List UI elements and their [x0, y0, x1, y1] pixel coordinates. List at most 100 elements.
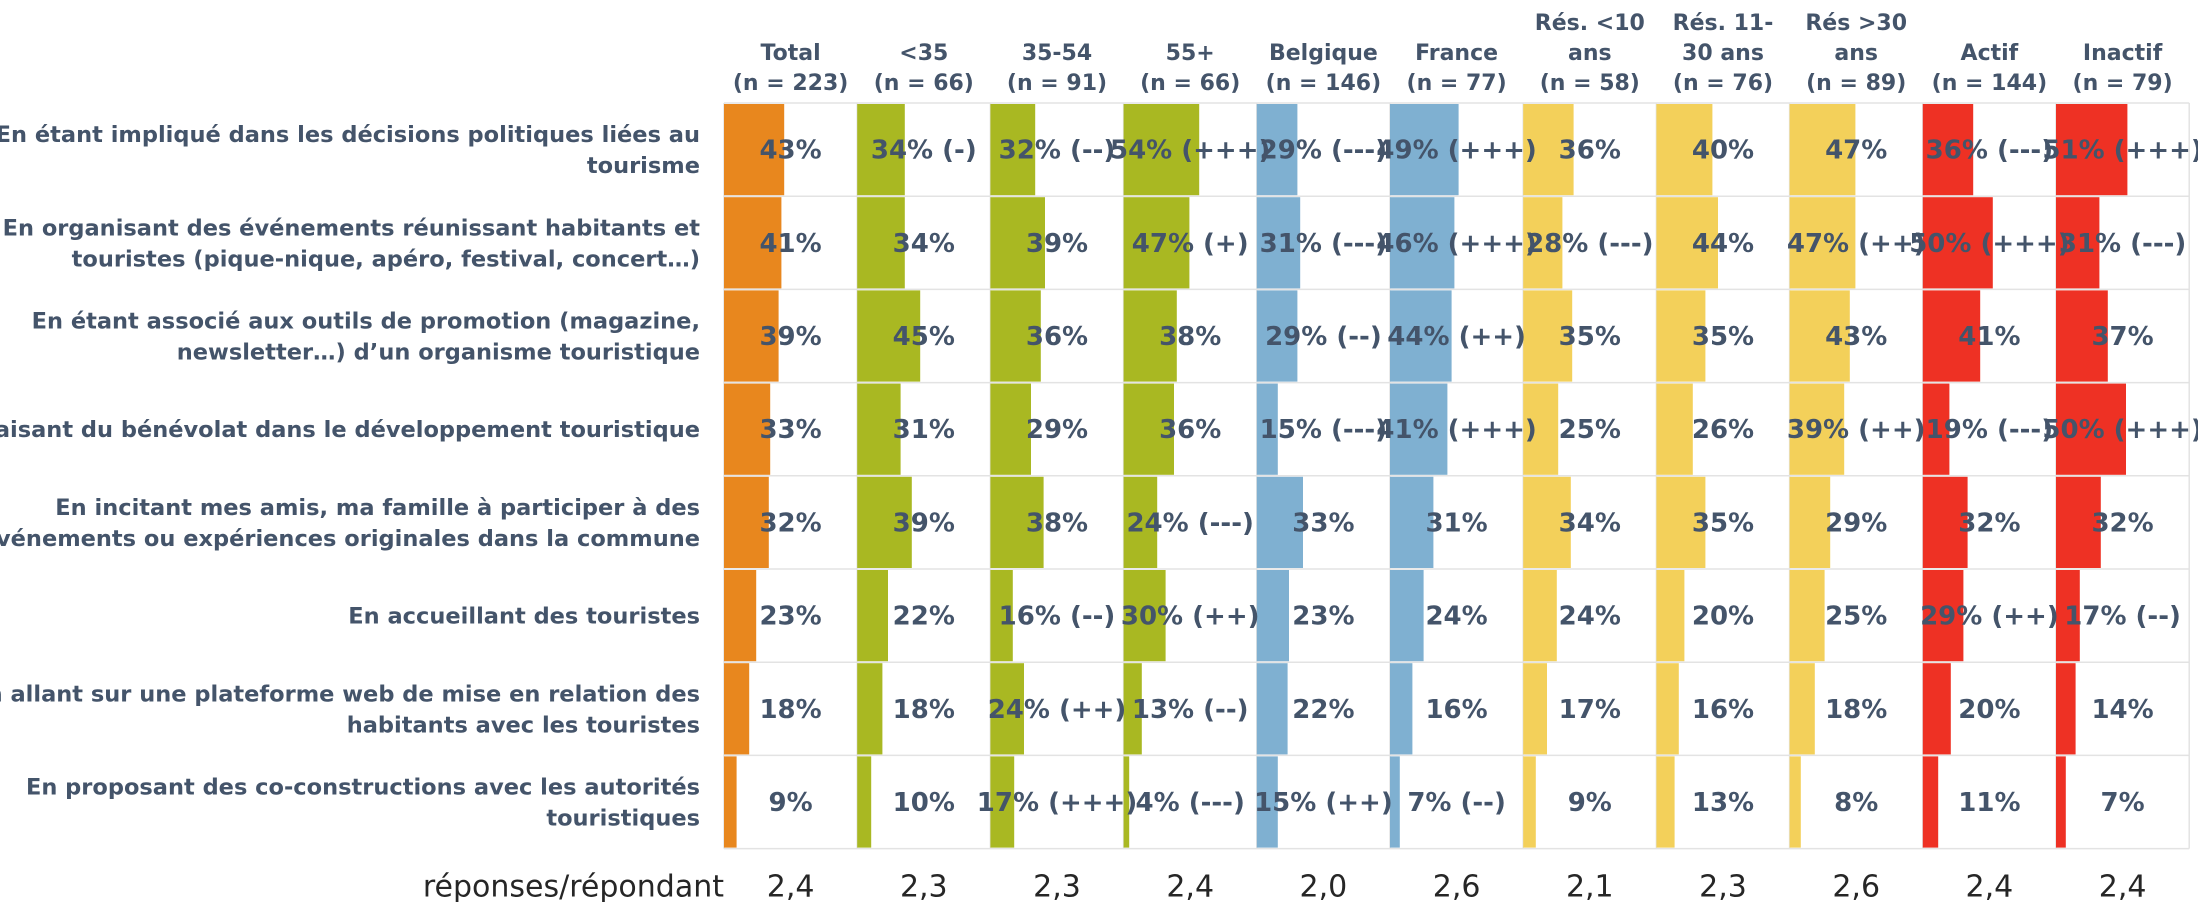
bar — [2056, 290, 2108, 382]
bar — [1523, 663, 1547, 755]
bar — [857, 104, 905, 196]
footer-value: 2,3 — [1033, 870, 1081, 902]
bar — [1656, 104, 1713, 196]
footer-value: 2,6 — [1433, 870, 1481, 902]
value-label: 18% — [759, 695, 821, 725]
column-header-name: 30 ans — [1682, 41, 1764, 66]
bar — [1390, 104, 1459, 196]
value-label: 45% — [893, 322, 955, 352]
bar — [724, 383, 771, 475]
value-label: 31% (---) — [2059, 229, 2186, 259]
value-label: 15% (---) — [1260, 415, 1387, 445]
bar — [1523, 570, 1557, 662]
bar — [1390, 663, 1413, 755]
bars — [724, 104, 2128, 848]
bar — [724, 570, 757, 662]
bar — [1922, 570, 1964, 662]
value-label: 11% — [1958, 788, 2020, 818]
value-label: 36% — [1159, 415, 1221, 445]
value-label: 34% — [893, 229, 955, 259]
bar — [990, 756, 1015, 848]
bar — [1656, 290, 1706, 382]
value-label: 39% — [1026, 229, 1088, 259]
bar — [1922, 756, 1939, 848]
value-label: 35% — [1692, 322, 1754, 352]
value-label: 9% — [769, 788, 813, 818]
bar — [1789, 197, 1856, 289]
bar — [724, 290, 779, 382]
column-header-n: (n = 77) — [1407, 71, 1507, 96]
bar — [1123, 663, 1142, 755]
footer-value: 2,4 — [1966, 870, 2014, 902]
value-label: 29% — [1825, 508, 1887, 538]
value-label: 39% — [759, 322, 821, 352]
value-label: 43% — [759, 136, 821, 166]
column-header-name: ans — [1568, 41, 1612, 66]
column-header-n: (n = 76) — [1673, 71, 1773, 96]
column-header-n: (n = 89) — [1806, 71, 1906, 96]
value-label: 31% — [893, 415, 955, 445]
bar — [724, 104, 785, 196]
bar — [2056, 570, 2080, 662]
bar — [990, 383, 1031, 475]
footer-value: 2,4 — [2099, 870, 2147, 902]
value-label: 29% — [1026, 415, 1088, 445]
bar — [1390, 290, 1452, 382]
bar — [1789, 290, 1850, 382]
column-header-name: Rés >30 — [1805, 11, 1907, 36]
value-label: 44% — [1692, 229, 1754, 259]
bar — [2056, 104, 2128, 196]
value-label: 36% — [1559, 136, 1621, 166]
value-label: 33% — [759, 415, 821, 445]
bar — [1256, 197, 1301, 289]
value-label: 34% — [1559, 508, 1621, 538]
bar — [857, 756, 872, 848]
value-label: 19% (---) — [1926, 415, 2053, 445]
value-label: 7% (--) — [1407, 788, 1506, 818]
bar — [1656, 663, 1679, 755]
column-headers: Total (n = 223) <35 (n = 66) 35-54 (n = 91) 55… — [733, 11, 2173, 96]
value-label: 15% (++) — [1254, 788, 1393, 818]
bar — [1256, 476, 1303, 568]
value-label: 24% (++) — [988, 695, 1127, 725]
bar — [2056, 197, 2100, 289]
row-label: En faisant du bénévolat dans le développ… — [0, 417, 700, 443]
column-header-name: Rés. 11- — [1673, 11, 1774, 36]
bar — [1523, 104, 1574, 196]
bar — [1922, 197, 1993, 289]
value-label: 50% (+++) — [1909, 229, 2069, 259]
value-label: 41% — [759, 229, 821, 259]
footer-value: 2,1 — [1566, 870, 1614, 902]
value-label: 31% — [1425, 508, 1487, 538]
bar — [1656, 197, 1718, 289]
row-label: tourisme — [587, 153, 700, 179]
value-label: 22% — [1292, 695, 1354, 725]
value-label: 36% (---) — [1926, 136, 2053, 166]
column-header-name: France — [1415, 41, 1498, 66]
bar — [1789, 104, 1856, 196]
row-label: En proposant des co-constructions avec l… — [26, 775, 700, 801]
column-header-n: (n = 91) — [1007, 71, 1107, 96]
bar — [1656, 476, 1706, 568]
bar — [990, 197, 1045, 289]
row-label: En étant impliqué dans les décisions pol… — [0, 122, 700, 148]
value-label: 44% (++) — [1387, 322, 1526, 352]
row-label: En organisant des événements réunissant … — [3, 215, 701, 241]
bar — [1123, 383, 1174, 475]
value-label: 22% — [893, 602, 955, 632]
bar — [2056, 663, 2076, 755]
bar — [2056, 756, 2066, 848]
bar — [1656, 570, 1685, 662]
bar — [724, 476, 769, 568]
value-label: 47% (++) — [1787, 229, 1926, 259]
bar — [1922, 663, 1951, 755]
value-label: 38% — [1026, 508, 1088, 538]
bar — [1523, 383, 1559, 475]
value-label: 31% (---) — [1260, 229, 1387, 259]
column-header-n: (n = 223) — [733, 71, 848, 96]
column-header-name: Belgique — [1269, 41, 1378, 66]
row-label: newsletter…) d’un organisme touristique — [177, 340, 700, 366]
value-label: 16% — [1692, 695, 1754, 725]
value-label: 40% — [1692, 136, 1754, 166]
footer-value: 2,3 — [1699, 870, 1747, 902]
